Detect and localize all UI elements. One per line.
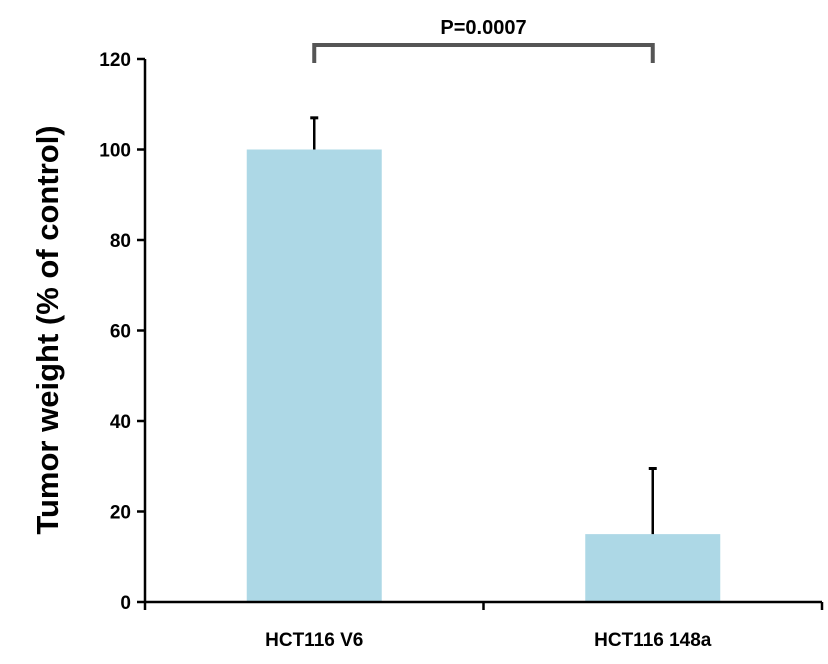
y-tick-label: 60 xyxy=(110,322,131,343)
bar-2 xyxy=(585,534,721,602)
y-tick-label: 80 xyxy=(110,231,131,252)
bracket-line xyxy=(312,43,655,63)
y-tick-label: 20 xyxy=(110,503,131,524)
bar-1 xyxy=(246,149,382,602)
y-axis-label: Tumor weight (% of control) xyxy=(30,125,65,534)
x-ticks-group: HCT116 V6 HCT116 148a xyxy=(143,602,824,651)
y-tick-label: 0 xyxy=(120,593,131,614)
y-tick-label: 120 xyxy=(99,50,131,71)
y-ticks-group: 0 20 40 60 80 100 120 xyxy=(99,50,145,614)
bars-group xyxy=(246,149,721,602)
p-value-label: P=0.0007 xyxy=(440,17,526,39)
error-bars-group xyxy=(310,116,657,535)
x-tick-label: HCT116 148a xyxy=(594,630,712,651)
x-tick-label: HCT116 V6 xyxy=(265,630,363,651)
y-tick-label: 100 xyxy=(99,141,131,162)
y-tick-label: 40 xyxy=(110,412,131,433)
significance-bracket xyxy=(312,43,655,63)
